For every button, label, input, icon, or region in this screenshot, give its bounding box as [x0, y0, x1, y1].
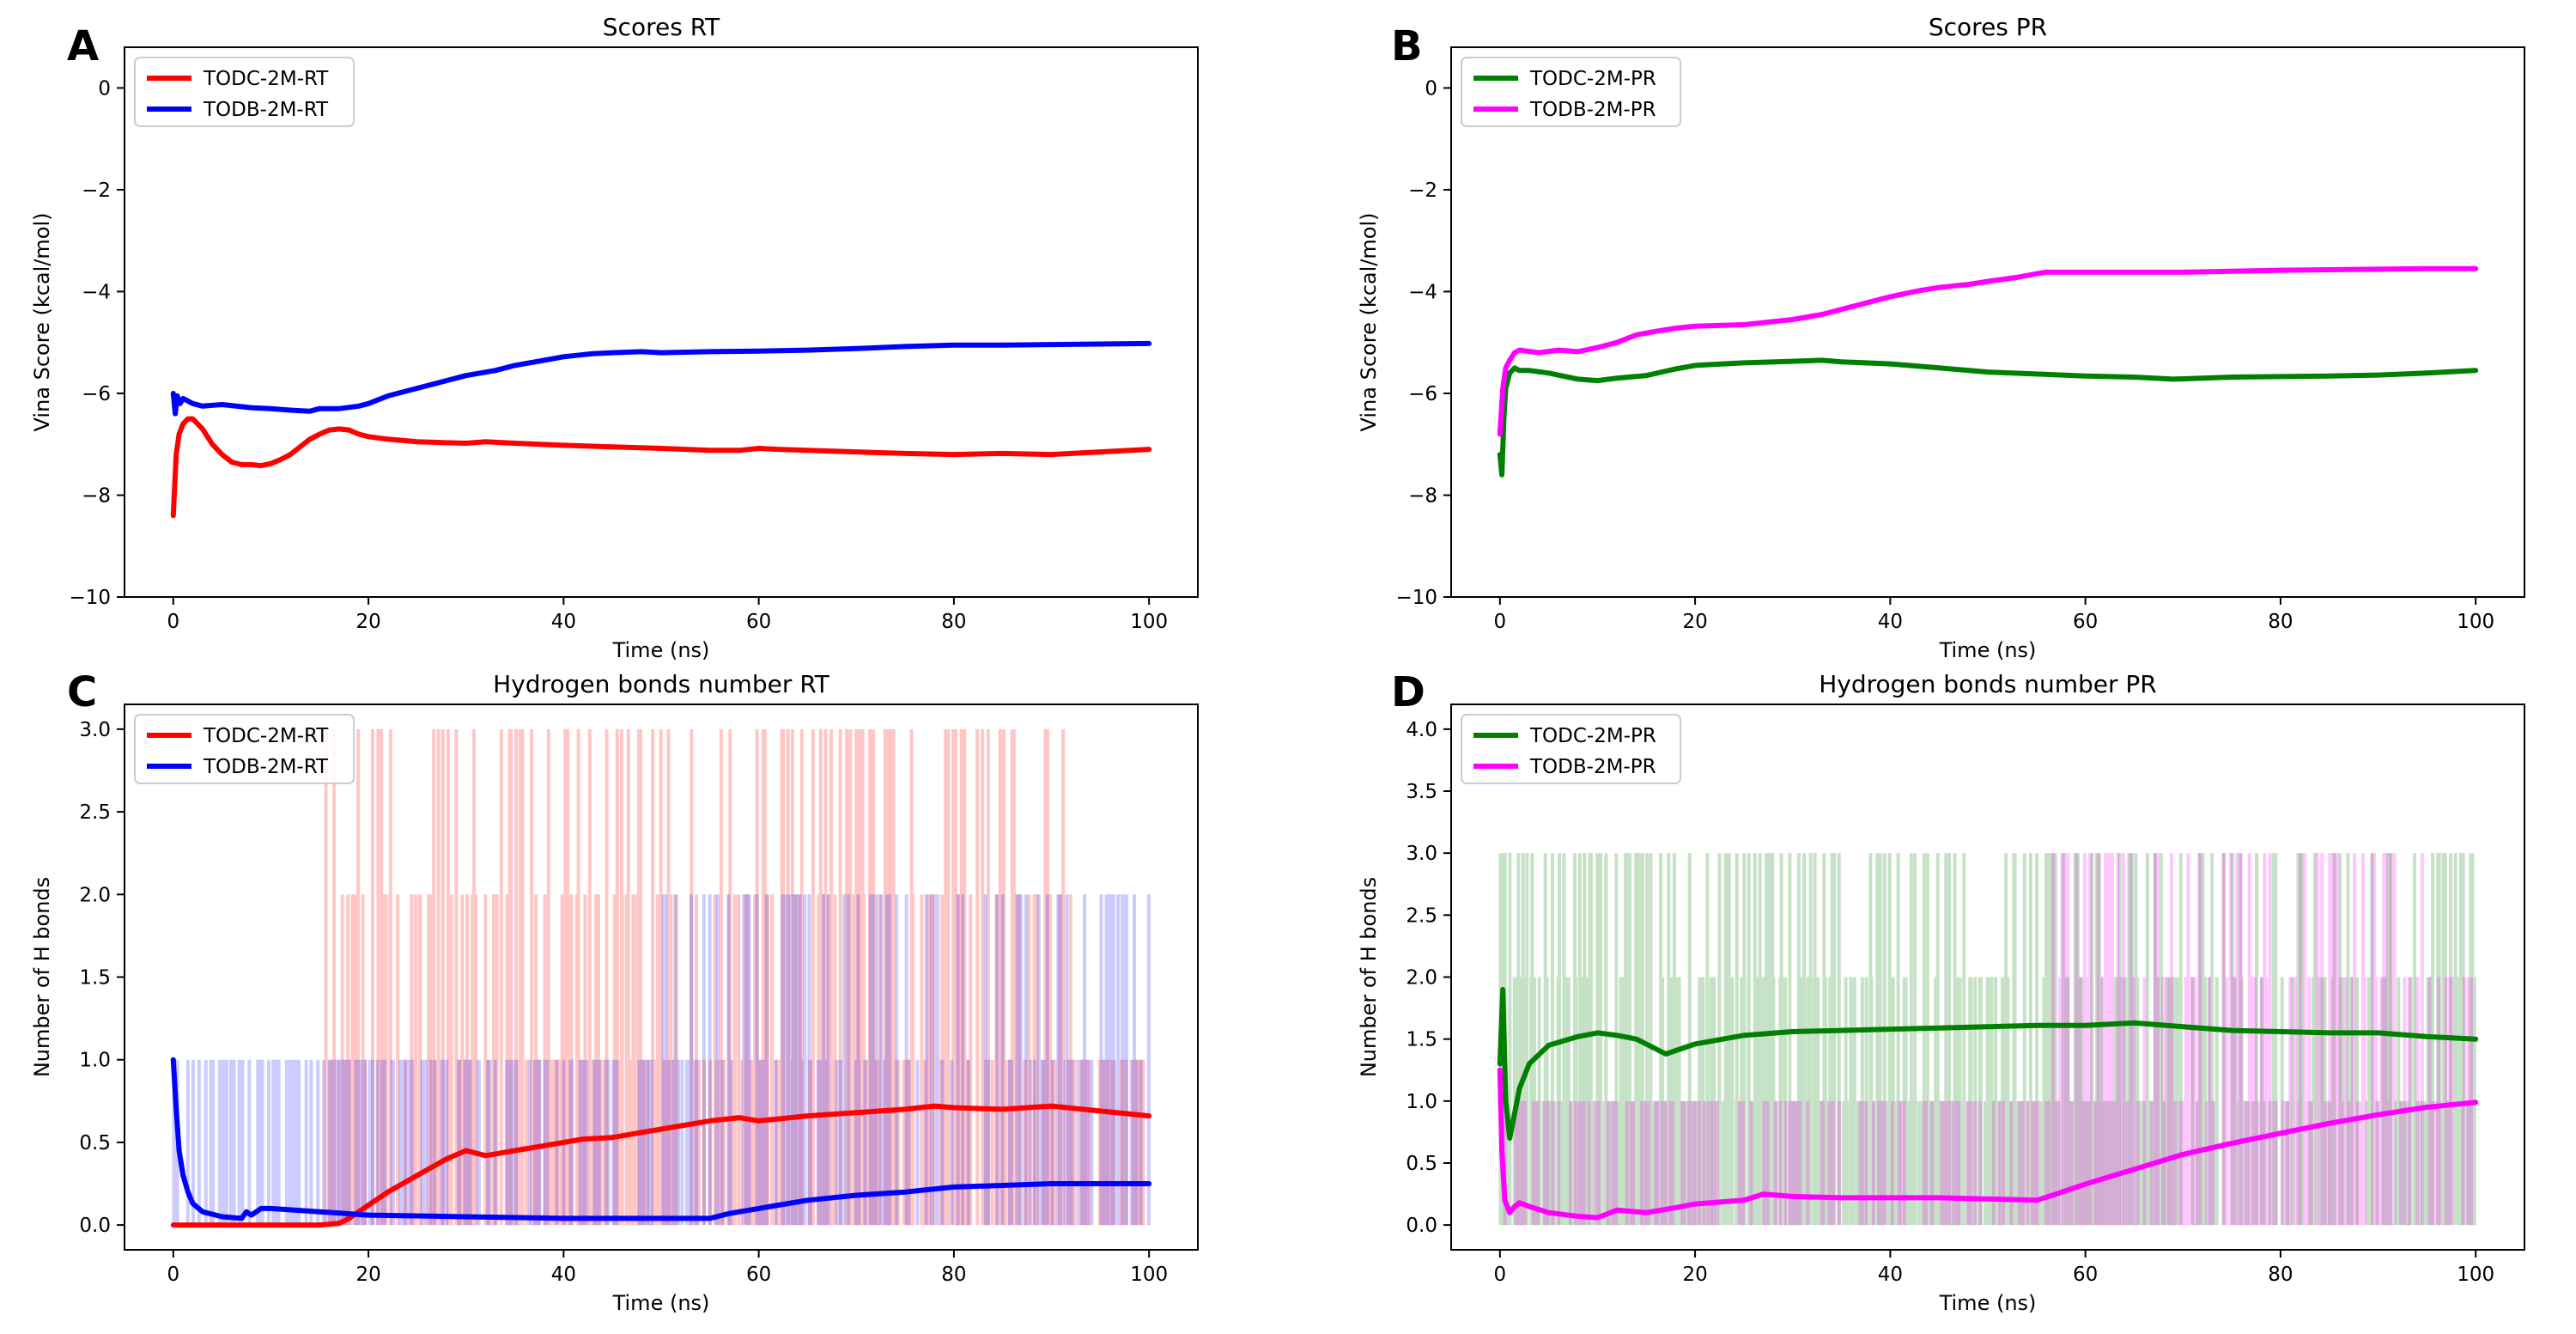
y-tick-label: 1.5 — [1406, 1029, 1437, 1051]
legend: TODC-2M-RT TODB-2M-RT — [134, 714, 355, 784]
legend-label-2: TODB-2M-RT — [203, 99, 329, 121]
x-tick-label: 60 — [746, 611, 771, 633]
raw-trace-0 — [1498, 853, 2476, 1226]
x-tick-label: 80 — [941, 611, 966, 633]
legend-label-1: TODC-2M-PR — [1529, 68, 1656, 90]
legend-label-2: TODB-2M-PR — [1529, 99, 1656, 121]
raw-trace-0 — [324, 728, 1145, 1226]
y-tick-label: −2 — [82, 180, 111, 202]
legend-label-2: TODB-2M-RT — [203, 756, 329, 778]
series-line-1 — [1497, 357, 2479, 478]
x-tick-label: 0 — [1493, 611, 1506, 633]
x-tick-label: 40 — [551, 1264, 576, 1286]
plot-frame — [1450, 46, 2525, 598]
y-tick-label: 0.5 — [1406, 1153, 1437, 1175]
y-axis-label: Number of H bonds — [1357, 877, 1381, 1077]
x-tick-label: 40 — [551, 611, 576, 633]
y-tick-label: −4 — [82, 281, 111, 303]
legend-label-1: TODC-2M-RT — [203, 725, 329, 747]
plot-frame — [124, 46, 1199, 598]
y-tick-label: 3.5 — [1406, 781, 1437, 803]
x-tick-label: 100 — [2457, 1264, 2494, 1286]
x-axis-label: Time (ns) — [1939, 638, 2037, 662]
chart-title: Scores RT — [603, 13, 720, 41]
legend-label-2: TODB-2M-PR — [1529, 756, 1656, 778]
x-tick-label: 20 — [355, 1264, 380, 1286]
y-axis-label: Number of H bonds — [30, 877, 54, 1077]
y-tick-label: 1.0 — [1406, 1091, 1437, 1113]
y-tick-label: 2.0 — [1406, 967, 1437, 990]
x-axis-label: Time (ns) — [1939, 1291, 2037, 1315]
legend-label-1: TODC-2M-RT — [203, 68, 329, 90]
series-line-2 — [1497, 265, 2479, 437]
x-axis-label: Time (ns) — [612, 638, 710, 662]
y-tick-label: −6 — [1408, 383, 1437, 405]
legend: TODC-2M-PR TODB-2M-PR — [1461, 714, 1681, 784]
x-tick-label: 0 — [167, 611, 179, 633]
y-tick-label: −8 — [82, 484, 111, 507]
x-tick-label: 60 — [2073, 611, 2098, 633]
y-tick-label: −10 — [69, 587, 111, 609]
panel-letter: D — [1391, 668, 1425, 716]
y-tick-label: 2.5 — [1406, 905, 1437, 927]
series-line-1 — [170, 1103, 1152, 1228]
y-tick-label: 3.0 — [1406, 843, 1437, 865]
x-axis-label: Time (ns) — [612, 1291, 710, 1315]
raw-trace-1 — [1503, 853, 2474, 1226]
y-tick-label: 0 — [1425, 77, 1437, 100]
x-tick-label: 20 — [355, 611, 380, 633]
series-line-2 — [170, 1057, 1152, 1221]
x-tick-label: 60 — [746, 1264, 771, 1286]
x-tick-label: 0 — [167, 1264, 179, 1286]
y-tick-label: −4 — [1408, 281, 1437, 303]
series-line-2 — [1497, 1067, 2479, 1221]
y-tick-label: 0 — [98, 77, 111, 100]
x-tick-label: 20 — [1682, 1264, 1707, 1286]
y-tick-label: −6 — [82, 383, 111, 405]
y-tick-label: 2.0 — [79, 884, 111, 906]
series-line-2 — [170, 340, 1152, 417]
legend: TODC-2M-RT TODB-2M-RT — [134, 57, 355, 127]
x-tick-label: 80 — [2268, 611, 2293, 633]
panel-letter: B — [1391, 22, 1423, 70]
y-tick-label: 0.0 — [79, 1215, 111, 1237]
y-tick-label: 2.5 — [79, 801, 111, 824]
legend: TODC-2M-PR TODB-2M-PR — [1461, 57, 1681, 127]
chart-panel-c: C Hydrogen bonds number RT 0 20 40 60 80 100 0.0… — [30, 668, 1199, 1315]
x-tick-label: 80 — [941, 1264, 966, 1286]
x-tick-label: 80 — [2268, 1264, 2293, 1286]
raw-trace-1 — [172, 894, 1151, 1226]
chart-panel-b: B Scores PR 0 20 40 60 80 100 0 −2 −4 −6 −8 −10 Time (… — [1357, 13, 2525, 662]
series-line-1 — [1497, 986, 2479, 1142]
x-tick-label: 100 — [1130, 1264, 1168, 1286]
chart-title: Hydrogen bonds number RT — [493, 670, 830, 698]
y-tick-label: 4.0 — [1406, 719, 1437, 741]
y-tick-label: 3.0 — [79, 719, 111, 741]
y-axis-label: Vina Score (kcal/mol) — [1357, 213, 1381, 432]
chart-panel-a: A Scores RT 0 20 40 60 80 100 0 −2 −4 −6 −8 −10 Time (… — [30, 13, 1199, 662]
x-tick-label: 60 — [2073, 1264, 2098, 1286]
chart-title: Scores PR — [1929, 13, 2047, 41]
panel-letter: C — [67, 668, 97, 716]
y-tick-label: 0.0 — [1406, 1215, 1437, 1237]
x-tick-label: 100 — [1130, 611, 1168, 633]
chart-panel-d: D Hydrogen bonds number PR 0 20 40 60 80 100 0.0… — [1357, 668, 2525, 1315]
y-tick-label: 1.5 — [79, 967, 111, 990]
y-tick-label: 0.5 — [79, 1132, 111, 1154]
y-tick-label: −8 — [1408, 484, 1437, 507]
series-line-1 — [170, 416, 1152, 519]
y-tick-label: −2 — [1408, 180, 1437, 202]
panel-letter: A — [67, 22, 99, 70]
x-tick-label: 20 — [1682, 611, 1707, 633]
legend-label-1: TODC-2M-PR — [1529, 725, 1656, 747]
x-tick-label: 0 — [1493, 1264, 1506, 1286]
x-tick-label: 100 — [2457, 611, 2494, 633]
x-tick-label: 40 — [1878, 611, 1903, 633]
y-tick-label: 1.0 — [79, 1050, 111, 1072]
chart-title: Hydrogen bonds number PR — [1819, 670, 2157, 698]
y-tick-label: −10 — [1395, 587, 1437, 609]
y-axis-label: Vina Score (kcal/mol) — [30, 213, 54, 432]
x-tick-label: 40 — [1878, 1264, 1903, 1286]
